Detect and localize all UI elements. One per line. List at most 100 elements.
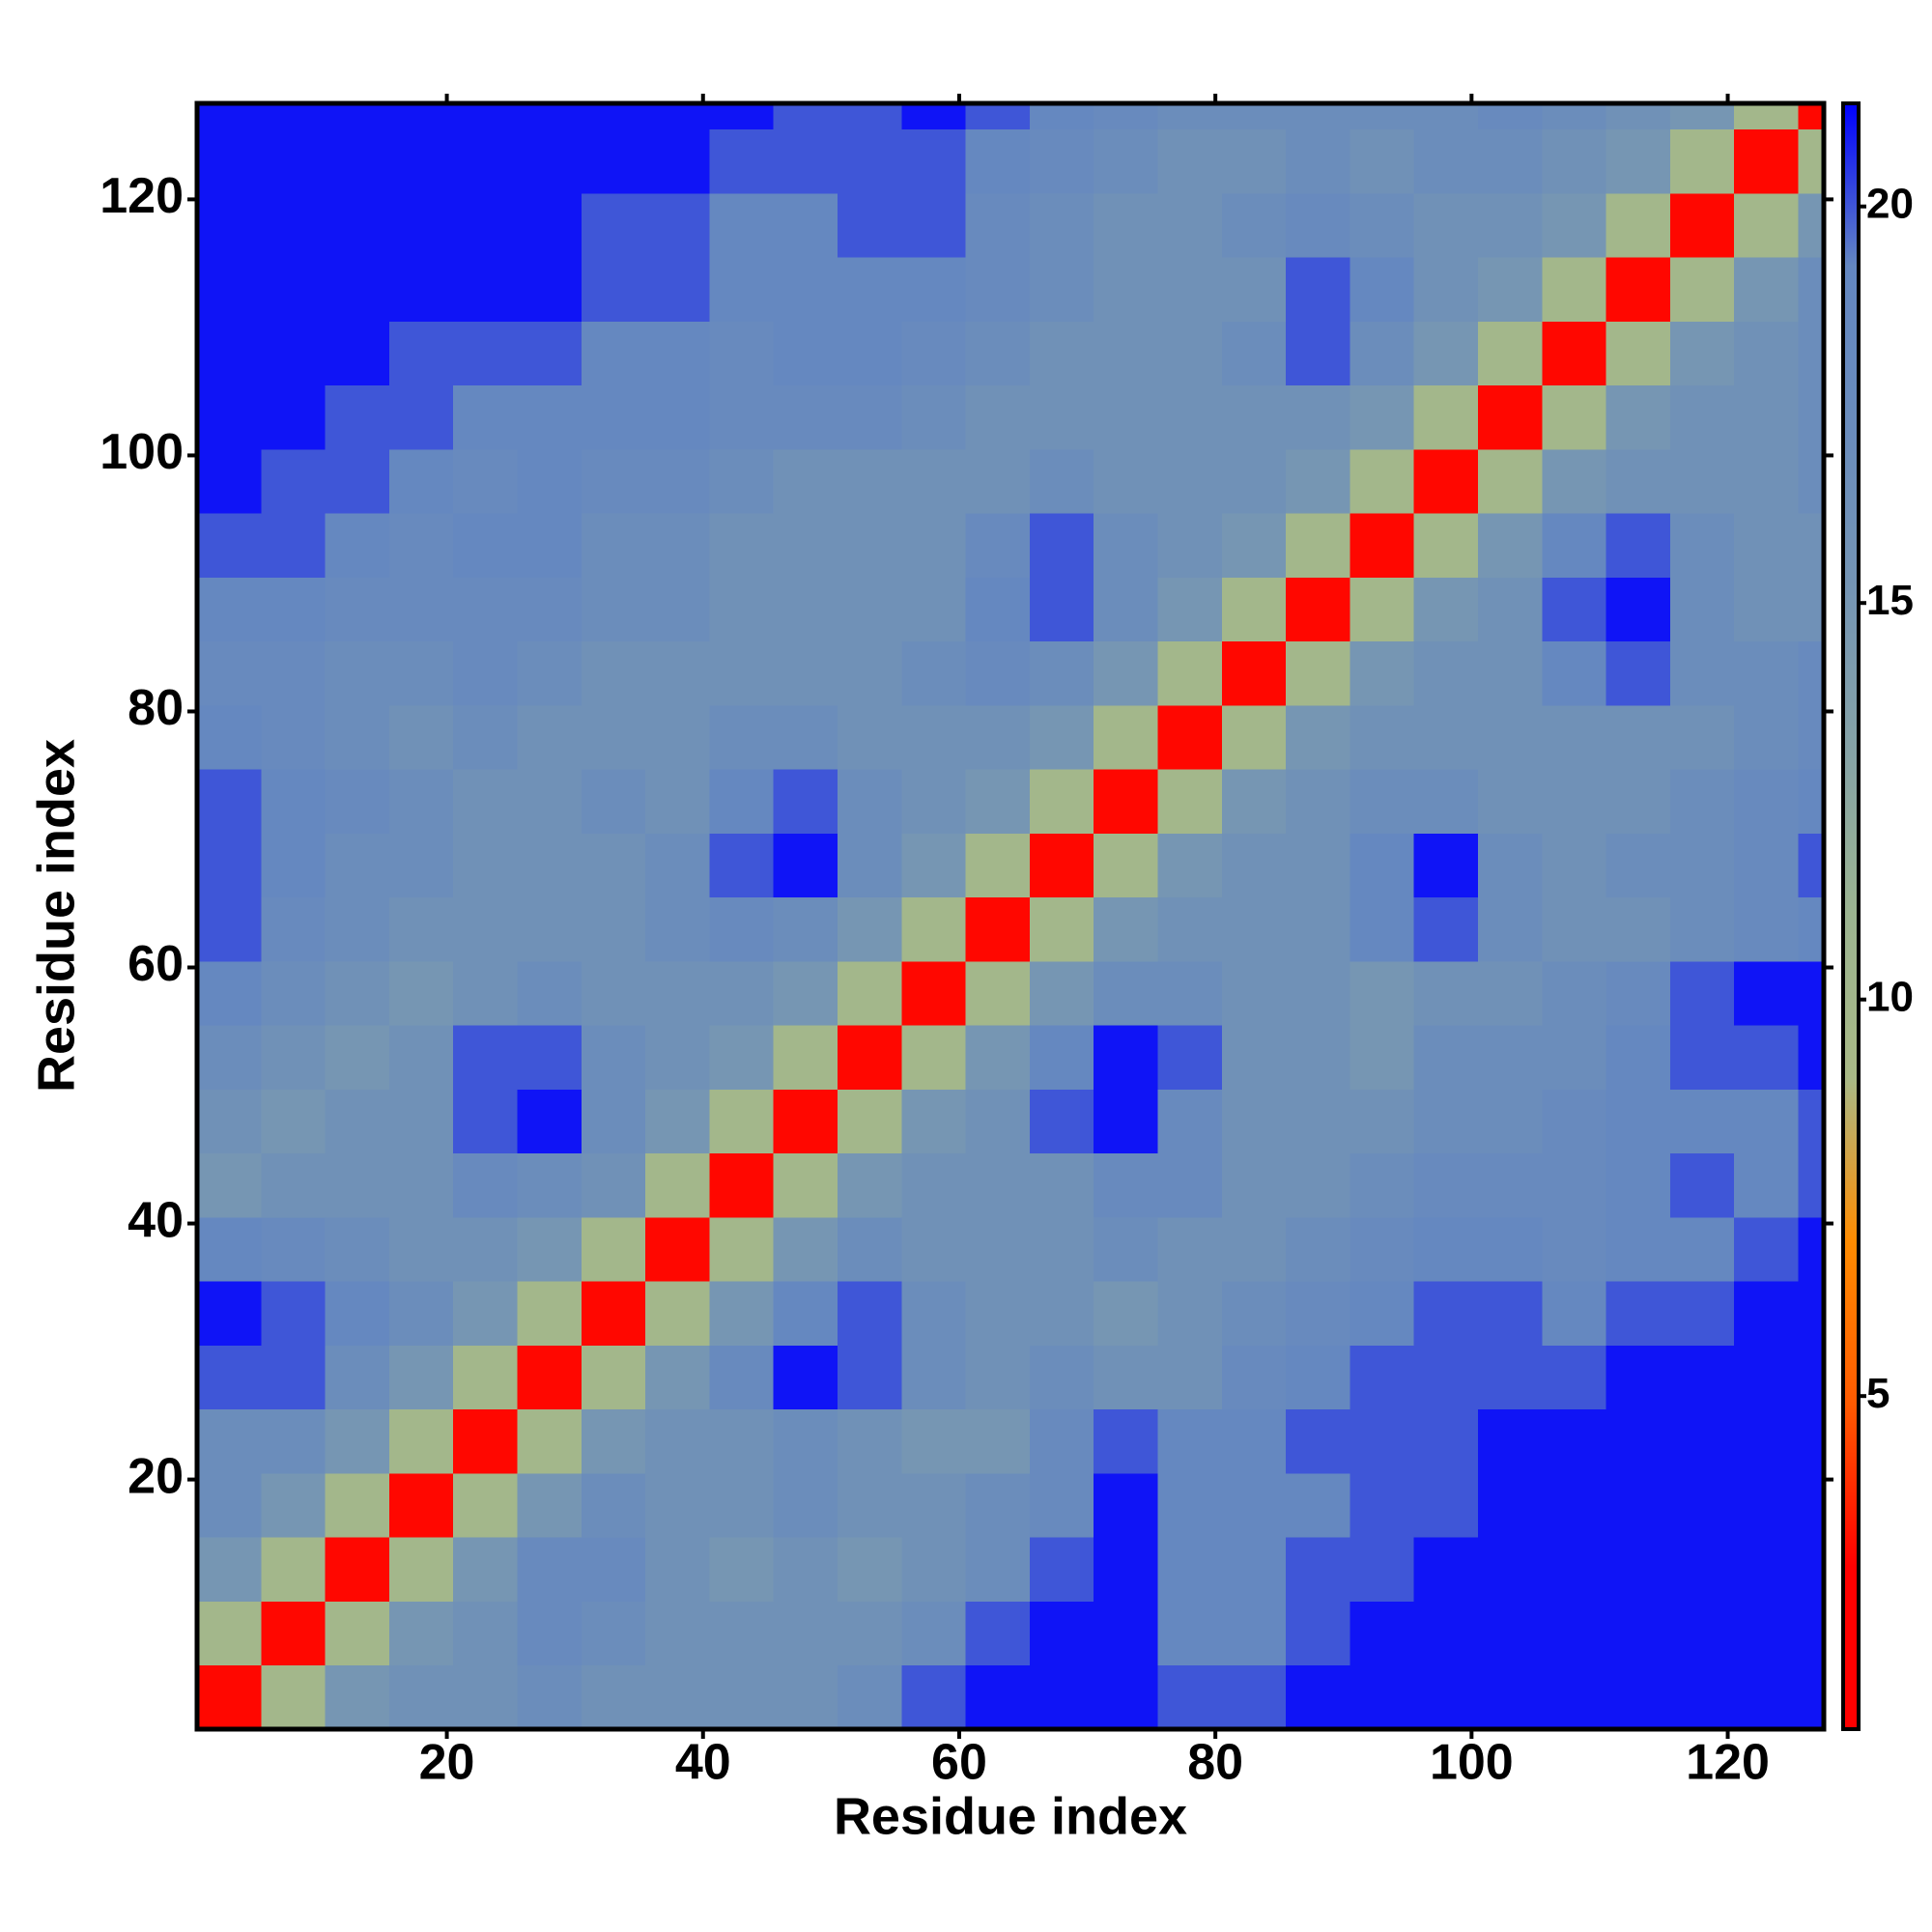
heatmap-cell (1029, 640, 1094, 706)
heatmap-cell (581, 704, 646, 770)
heatmap-cell (197, 321, 262, 386)
heatmap-cell (1734, 1089, 1799, 1154)
heatmap-cell (1669, 960, 1735, 1026)
heatmap-cell (645, 1152, 710, 1218)
heatmap-cell (197, 1281, 262, 1346)
heatmap-cell (1286, 833, 1350, 898)
heatmap-cell (1221, 1537, 1287, 1602)
heatmap-cell (1605, 1537, 1671, 1602)
heatmap-cell (1477, 384, 1543, 450)
heatmap-cell (773, 960, 838, 1026)
heatmap-cell (837, 1537, 902, 1602)
heatmap-cell (1413, 1472, 1479, 1538)
heatmap-cell (1542, 960, 1607, 1026)
heatmap-cell (1669, 192, 1735, 258)
heatmap-cell (325, 1664, 390, 1730)
heatmap-cell (965, 704, 1031, 770)
heatmap-cell (901, 960, 967, 1026)
heatmap-cell (1094, 769, 1158, 834)
y-tick-label: 20 (128, 1448, 184, 1504)
heatmap-cell (581, 448, 646, 514)
heatmap-cell (901, 257, 967, 322)
heatmap-cell (1286, 384, 1350, 450)
heatmap-cell (1605, 1472, 1671, 1538)
heatmap-cell (388, 128, 454, 194)
heatmap-cell (1350, 1152, 1415, 1218)
heatmap-cell (773, 1025, 838, 1090)
heatmap-cell (453, 448, 518, 514)
heatmap-cell (1350, 384, 1415, 450)
heatmap-cell (517, 577, 582, 642)
heatmap-cell (1477, 833, 1543, 898)
heatmap-cell (325, 1472, 390, 1538)
heatmap-cell (1094, 1408, 1158, 1474)
heatmap-cell (261, 960, 327, 1026)
heatmap-cell (1157, 640, 1223, 706)
heatmap-cell (1350, 704, 1415, 770)
heatmap-cell (1413, 704, 1479, 770)
heatmap-cell (388, 103, 454, 130)
heatmap-cell (1029, 1472, 1094, 1538)
heatmap-cell (1734, 1152, 1799, 1218)
heatmap-cell (1286, 896, 1350, 962)
heatmap-cell (901, 577, 967, 642)
heatmap-cell (1350, 833, 1415, 898)
heatmap-cell (1605, 513, 1671, 578)
heatmap-cell (1669, 128, 1735, 194)
heatmap-cell (261, 704, 327, 770)
heatmap-cell (1221, 577, 1287, 642)
heatmap-cell (197, 1089, 262, 1154)
heatmap-cell (1029, 192, 1094, 258)
heatmap-cell (197, 833, 262, 898)
heatmap-cell (1669, 1281, 1735, 1346)
heatmap-cell (453, 384, 518, 450)
heatmap-cell (709, 1601, 775, 1666)
heatmap-cell (517, 833, 582, 898)
heatmap-cell (517, 1216, 582, 1282)
heatmap-cell (581, 1664, 646, 1730)
heatmap-cell (261, 513, 327, 578)
heatmap-cell (261, 192, 327, 258)
heatmap-cell (1286, 704, 1350, 770)
heatmap-cell (1094, 1281, 1158, 1346)
heatmap-cell (1094, 1089, 1158, 1154)
heatmap-cell (1734, 1025, 1799, 1090)
heatmap-cell (773, 448, 838, 514)
heatmap-cell (197, 960, 262, 1026)
heatmap-cell (645, 704, 710, 770)
heatmap-cell (325, 192, 390, 258)
heatmap-cell (965, 1152, 1031, 1218)
heatmap-cell (773, 640, 838, 706)
heatmap-cell (1669, 769, 1735, 834)
heatmap-cell (1605, 257, 1671, 322)
heatmap-cell (325, 960, 390, 1026)
colorbar-tick-label: 5 (1866, 1370, 1889, 1417)
heatmap-cell (901, 513, 967, 578)
heatmap-cell (581, 1408, 646, 1474)
heatmap-cell (261, 896, 327, 962)
heatmap-cell (837, 896, 902, 962)
heatmap-cell (1286, 1281, 1350, 1346)
heatmap-cell (1477, 1537, 1543, 1602)
heatmap-cell (1605, 384, 1671, 450)
heatmap-cell (1477, 1216, 1543, 1282)
heatmap-cell (1798, 257, 1825, 322)
heatmap-cell (1734, 1216, 1799, 1282)
heatmap-cell (517, 1537, 582, 1602)
heatmap-cell (1605, 128, 1671, 194)
heatmap-cell (197, 192, 262, 258)
heatmap-cell (1221, 1345, 1287, 1410)
heatmap-cell (517, 1089, 582, 1154)
heatmap-cell (773, 257, 838, 322)
heatmap-cell (517, 1281, 582, 1346)
heatmap-cell (1029, 1152, 1094, 1218)
heatmap-cell (325, 513, 390, 578)
heatmap-cell (837, 103, 902, 130)
heatmap-cell (1413, 896, 1479, 962)
heatmap-cell (325, 1345, 390, 1410)
heatmap-cell (1669, 513, 1735, 578)
heatmap-cell (837, 1152, 902, 1218)
heatmap-cell (1798, 321, 1825, 386)
heatmap-cell (837, 192, 902, 258)
heatmap-cell (965, 1664, 1031, 1730)
